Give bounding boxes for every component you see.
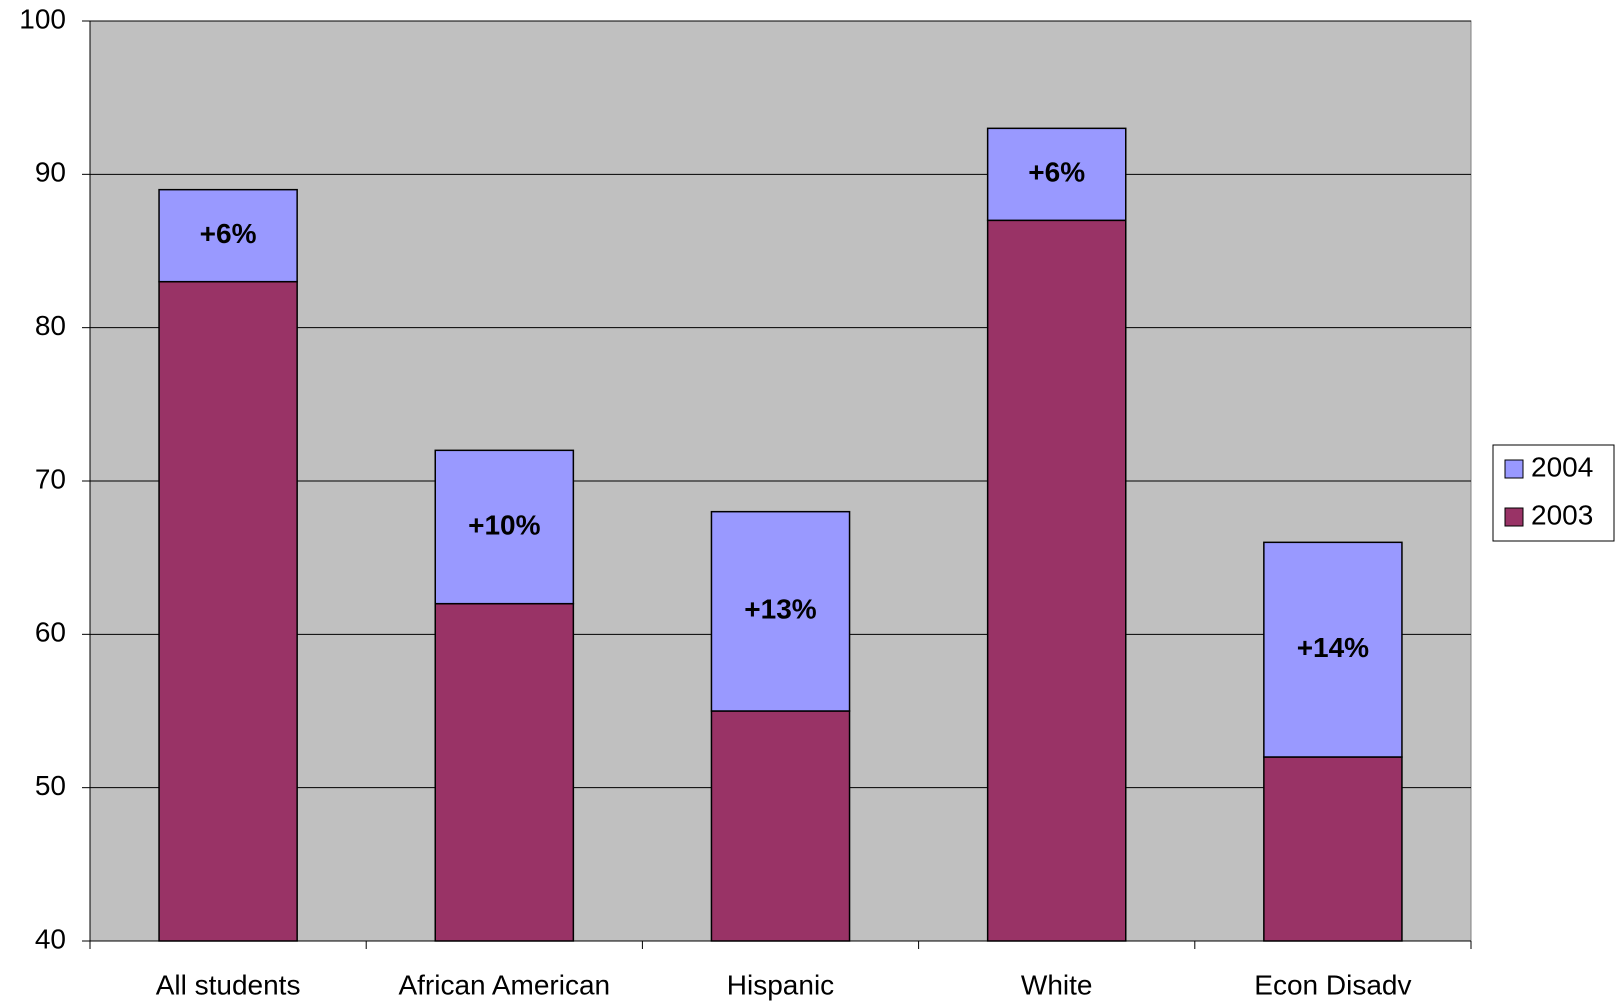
y-tick-label: 70 xyxy=(35,463,66,494)
bar-segment xyxy=(710,710,851,942)
data-label: +6% xyxy=(1028,157,1085,188)
data-label: +13% xyxy=(744,594,816,625)
y-tick-label: 90 xyxy=(35,157,66,188)
y-tick-label: 100 xyxy=(19,3,66,34)
x-tick-label: All students xyxy=(156,969,301,1000)
y-tick-label: 40 xyxy=(35,923,66,954)
x-tick-label: African American xyxy=(398,969,610,1000)
bar-segment xyxy=(1263,756,1403,942)
y-tick-label: 80 xyxy=(35,310,66,341)
legend-label: 2003 xyxy=(1531,499,1593,530)
data-label: +14% xyxy=(1297,632,1369,663)
data-label: +10% xyxy=(468,509,540,540)
y-tick-label: 50 xyxy=(35,770,66,801)
y-tick-label: 60 xyxy=(35,617,66,648)
data-label: +6% xyxy=(200,218,257,249)
bar-segment xyxy=(434,602,575,942)
x-tick-label: White xyxy=(1021,969,1093,1000)
x-tick-label: Econ Disadv xyxy=(1254,969,1411,1000)
bar-segment xyxy=(434,449,575,605)
legend-label: 2004 xyxy=(1531,451,1593,482)
bar-segment xyxy=(986,127,1127,222)
legend-swatch xyxy=(1504,507,1524,527)
bar-segment xyxy=(158,280,298,942)
bar-segment xyxy=(1263,541,1403,758)
legend-swatch xyxy=(1504,459,1524,479)
bar-segment xyxy=(158,188,298,283)
bar-segment xyxy=(986,219,1127,942)
bar-segment xyxy=(710,510,851,712)
x-tick-label: Hispanic xyxy=(727,969,834,1000)
